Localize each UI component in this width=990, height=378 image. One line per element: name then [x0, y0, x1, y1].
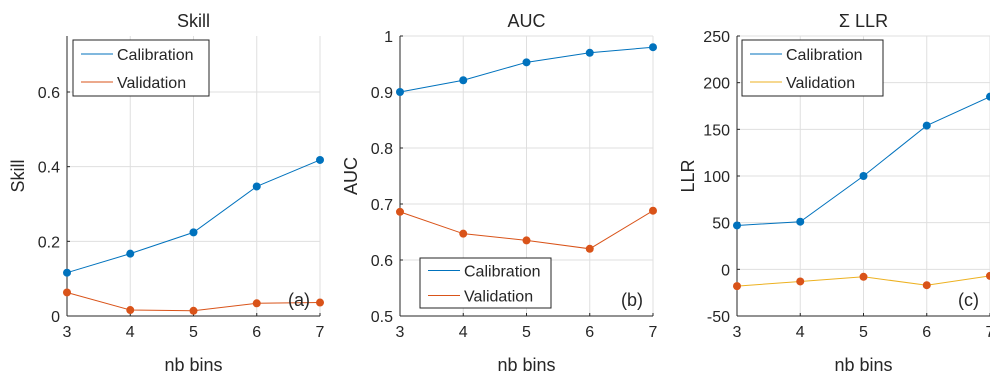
data-point — [459, 76, 468, 85]
data-point — [63, 288, 71, 297]
legend-label: Validation — [464, 289, 533, 306]
chart-title: Skill — [177, 11, 210, 31]
data-point — [796, 277, 805, 286]
legend-box — [72, 39, 210, 97]
data-point — [252, 182, 261, 191]
x-tick-label: 5 — [859, 324, 868, 341]
y-tick-label: 150 — [703, 122, 730, 139]
x-tick-label: 6 — [585, 324, 594, 341]
x-tick-label: 3 — [733, 324, 742, 341]
legend-label: Validation — [786, 75, 855, 92]
x-axis-label: nb bins — [834, 355, 892, 375]
y-tick-label: 0 — [51, 309, 60, 326]
panel-2: 3 4 5 6 7 0.5 0.6 0.7 0.8 0.9 1 AUC nb bins AUC Calibr… — [341, 11, 658, 375]
panel-label: (b) — [621, 290, 643, 310]
legend-box — [741, 39, 884, 97]
y-axis-label: Skill — [8, 159, 28, 192]
data-point — [922, 281, 931, 290]
legend-label: Calibration — [464, 264, 540, 281]
series-calibration — [733, 92, 990, 230]
data-point — [459, 229, 468, 238]
y-tick-label: 0 — [721, 262, 730, 279]
data-point — [922, 121, 931, 130]
legend-box — [419, 257, 552, 309]
data-point — [396, 88, 404, 96]
data-point — [649, 206, 657, 215]
legend: Calibration Validation — [419, 257, 552, 309]
data-point — [796, 217, 805, 226]
y-tick-label: 200 — [703, 76, 730, 93]
x-tick-label: 6 — [922, 324, 931, 341]
y-axis-label: LLR — [678, 159, 698, 192]
legend-label: Validation — [117, 75, 186, 92]
x-axis-label: nb bins — [164, 355, 222, 375]
y-tick-label: 0.6 — [371, 253, 393, 270]
y-tick-label: 0.9 — [371, 85, 393, 102]
data-point — [126, 306, 135, 315]
data-point — [649, 43, 657, 52]
series-calibration — [63, 155, 324, 277]
chart-title: Σ LLR — [839, 11, 888, 31]
legend-label: Calibration — [117, 47, 193, 64]
data-point — [189, 228, 198, 237]
data-point — [63, 268, 71, 277]
legend: Calibration Validation — [741, 39, 884, 97]
data-point — [733, 221, 741, 230]
y-tick-label: 1 — [384, 29, 393, 46]
panel-label: (c) — [958, 290, 979, 310]
x-tick-label: 5 — [522, 324, 531, 341]
series-validation — [396, 206, 657, 253]
panel-3: 3 4 5 6 7 -50 0 50 100 150 200 250 Σ LLR nb bins LLR Ca… — [678, 11, 990, 375]
data-point — [859, 272, 868, 281]
data-point — [189, 306, 198, 315]
data-point — [252, 299, 261, 308]
data-point — [859, 172, 868, 180]
y-tick-label: 0.7 — [371, 197, 393, 214]
x-tick-label: 6 — [252, 324, 261, 341]
y-tick-label: 0.5 — [371, 309, 393, 326]
x-tick-label: 7 — [986, 324, 990, 341]
y-tick-label: -50 — [707, 309, 730, 326]
data-point — [522, 236, 531, 245]
legend: Calibration Validation — [72, 39, 210, 97]
x-tick-label: 5 — [189, 324, 198, 341]
data-point — [316, 298, 324, 307]
data-point — [986, 271, 990, 280]
series-validation — [733, 271, 990, 291]
x-tick-label: 4 — [126, 324, 135, 341]
y-tick-label: 0.8 — [371, 141, 393, 158]
data-point — [126, 249, 135, 258]
x-tick-label: 3 — [396, 324, 405, 341]
y-tick-label: 100 — [703, 169, 730, 186]
data-point — [522, 58, 531, 67]
data-point — [316, 155, 324, 164]
x-tick-label: 3 — [63, 324, 72, 341]
legend-label: Calibration — [786, 47, 862, 64]
data-point — [733, 282, 741, 291]
x-tick-label: 7 — [649, 324, 658, 341]
y-tick-label: 250 — [703, 29, 730, 46]
chart-title: AUC — [507, 11, 545, 31]
x-tick-label: 4 — [796, 324, 805, 341]
data-point — [585, 48, 594, 57]
series-validation — [63, 288, 324, 315]
y-tick-label: 0.2 — [38, 234, 60, 251]
panel-1: 3 4 5 6 7 0 0.2 0.4 0.6 Skill nb bins Skill Calibrat… — [8, 11, 325, 375]
y-axis-label: AUC — [341, 157, 361, 195]
y-tick-label: 50 — [712, 216, 730, 233]
y-tick-label: 0.4 — [38, 160, 60, 177]
data-point — [396, 207, 404, 216]
y-tick-label: 0.6 — [38, 85, 60, 102]
x-tick-label: 4 — [459, 324, 468, 341]
series-calibration — [396, 43, 657, 96]
x-tick-label: 7 — [316, 324, 325, 341]
data-point — [986, 92, 990, 101]
panel-label: (a) — [288, 290, 310, 310]
data-point — [585, 244, 594, 253]
x-axis-label: nb bins — [497, 355, 555, 375]
